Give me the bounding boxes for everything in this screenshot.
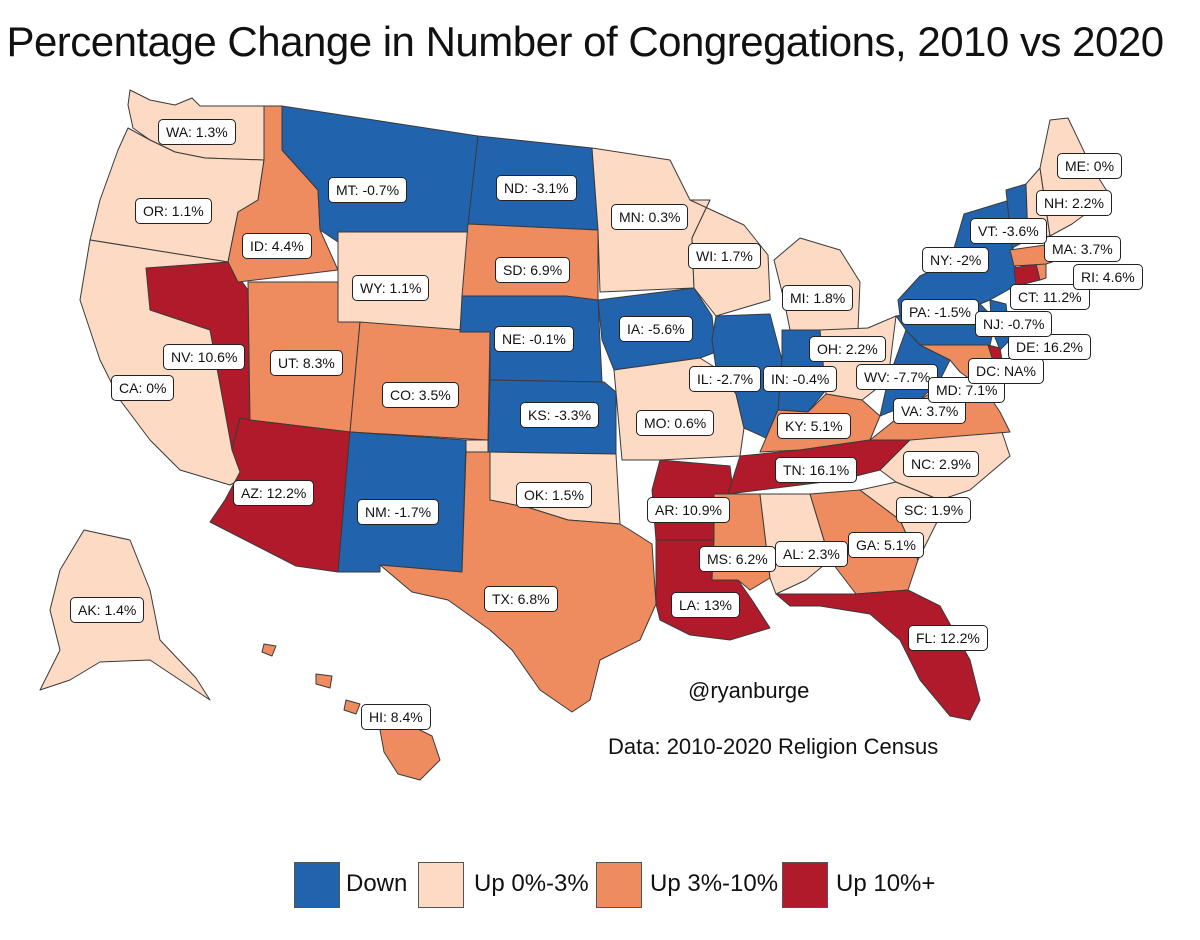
state-label-nc: NC: 2.9% bbox=[903, 451, 979, 477]
state-label-fl: FL: 12.2% bbox=[908, 625, 988, 651]
state-label-al: AL: 2.3% bbox=[775, 541, 848, 567]
state-label-ma: MA: 3.7% bbox=[1044, 236, 1121, 262]
legend-swatch-up-0-3 bbox=[418, 862, 464, 908]
state-label-tn: TN: 16.1% bbox=[775, 457, 858, 483]
state-shape-fl bbox=[775, 589, 981, 721]
legend-label-up-10: Up 10%+ bbox=[836, 870, 936, 897]
state-label-mi: MI: 1.8% bbox=[782, 285, 854, 311]
legend-label-up-0-3: Up 0%-3% bbox=[474, 870, 589, 897]
state-label-la: LA: 13% bbox=[671, 592, 740, 618]
hi-island-shape bbox=[315, 673, 333, 689]
state-label-in: IN: -0.4% bbox=[763, 366, 838, 392]
legend-label-down: Down bbox=[346, 870, 408, 897]
state-label-me: ME: 0% bbox=[1057, 153, 1123, 179]
state-label-ca: CA: 0% bbox=[111, 375, 175, 401]
state-label-ut: UT: 8.3% bbox=[270, 350, 343, 376]
state-label-ar: AR: 10.9% bbox=[647, 497, 730, 523]
state-label-sd: SD: 6.9% bbox=[495, 257, 571, 283]
legend-swatch-up-3-10 bbox=[596, 862, 642, 908]
legend-swatch-down bbox=[294, 862, 340, 908]
credit-text: @ryanburge bbox=[688, 678, 810, 703]
state-label-ny: NY: -2% bbox=[922, 247, 990, 273]
state-label-ky: KY: 5.1% bbox=[777, 413, 851, 439]
state-label-mo: MO: 0.6% bbox=[636, 410, 715, 436]
state-label-wa: WA: 1.3% bbox=[158, 119, 236, 145]
state-label-vt: VT: -3.6% bbox=[970, 218, 1047, 244]
state-label-ga: GA: 5.1% bbox=[848, 532, 924, 558]
state-label-pa: PA: -1.5% bbox=[901, 299, 979, 325]
map-title: Percentage Change in Number of Congregat… bbox=[6, 18, 1164, 65]
state-label-ri: RI: 4.6% bbox=[1073, 264, 1143, 290]
state-label-tx: TX: 6.8% bbox=[484, 586, 558, 612]
state-label-mt: MT: -0.7% bbox=[328, 177, 408, 203]
state-label-or: OR: 1.1% bbox=[135, 198, 212, 224]
legend-swatch-up-10 bbox=[782, 862, 828, 908]
state-label-ne: NE: -0.1% bbox=[494, 326, 574, 352]
state-label-az: AZ: 12.2% bbox=[233, 480, 315, 506]
state-label-wi: WI: 1.7% bbox=[688, 243, 761, 269]
state-shape-co bbox=[349, 321, 491, 441]
state-label-wy: WY: 1.1% bbox=[352, 275, 430, 301]
hi-island-shape bbox=[261, 643, 277, 657]
state-label-nm: NM: -1.7% bbox=[357, 499, 440, 525]
state-label-ia: IA: -5.6% bbox=[619, 316, 693, 342]
state-label-id: ID: 4.4% bbox=[242, 233, 312, 259]
state-label-ok: OK: 1.5% bbox=[516, 482, 592, 508]
state-label-mn: MN: 0.3% bbox=[611, 204, 689, 230]
source-text: Data: 2010-2020 Religion Census bbox=[608, 734, 939, 759]
state-label-sc: SC: 1.9% bbox=[896, 497, 972, 523]
state-label-nj: NJ: -0.7% bbox=[975, 311, 1053, 337]
hi-island-shape bbox=[343, 699, 361, 715]
state-label-co: CO: 3.5% bbox=[382, 382, 459, 408]
state-label-oh: OH: 2.2% bbox=[809, 336, 886, 362]
state-label-nh: NH: 2.2% bbox=[1036, 190, 1112, 216]
state-label-wv: WV: -7.7% bbox=[856, 364, 939, 390]
state-shape-ct bbox=[1013, 263, 1041, 287]
state-label-hi: HI: 8.4% bbox=[361, 704, 431, 730]
legend: Down Up 0%-3% Up 3%-10% Up 10%+ bbox=[0, 862, 1200, 912]
state-label-il: IL: -2.7% bbox=[689, 366, 762, 392]
state-label-de: DE: 16.2% bbox=[1008, 334, 1091, 360]
state-label-ak: AK: 1.4% bbox=[70, 597, 145, 623]
state-label-ks: KS: -3.3% bbox=[520, 402, 600, 428]
state-label-ms: MS: 6.2% bbox=[699, 546, 776, 572]
state-label-nd: ND: -3.1% bbox=[496, 175, 577, 201]
state-label-nv: NV: 10.6% bbox=[163, 344, 246, 370]
legend-label-up-3-10: Up 3%-10% bbox=[650, 870, 779, 897]
state-label-dc: DC: NA% bbox=[968, 358, 1044, 384]
